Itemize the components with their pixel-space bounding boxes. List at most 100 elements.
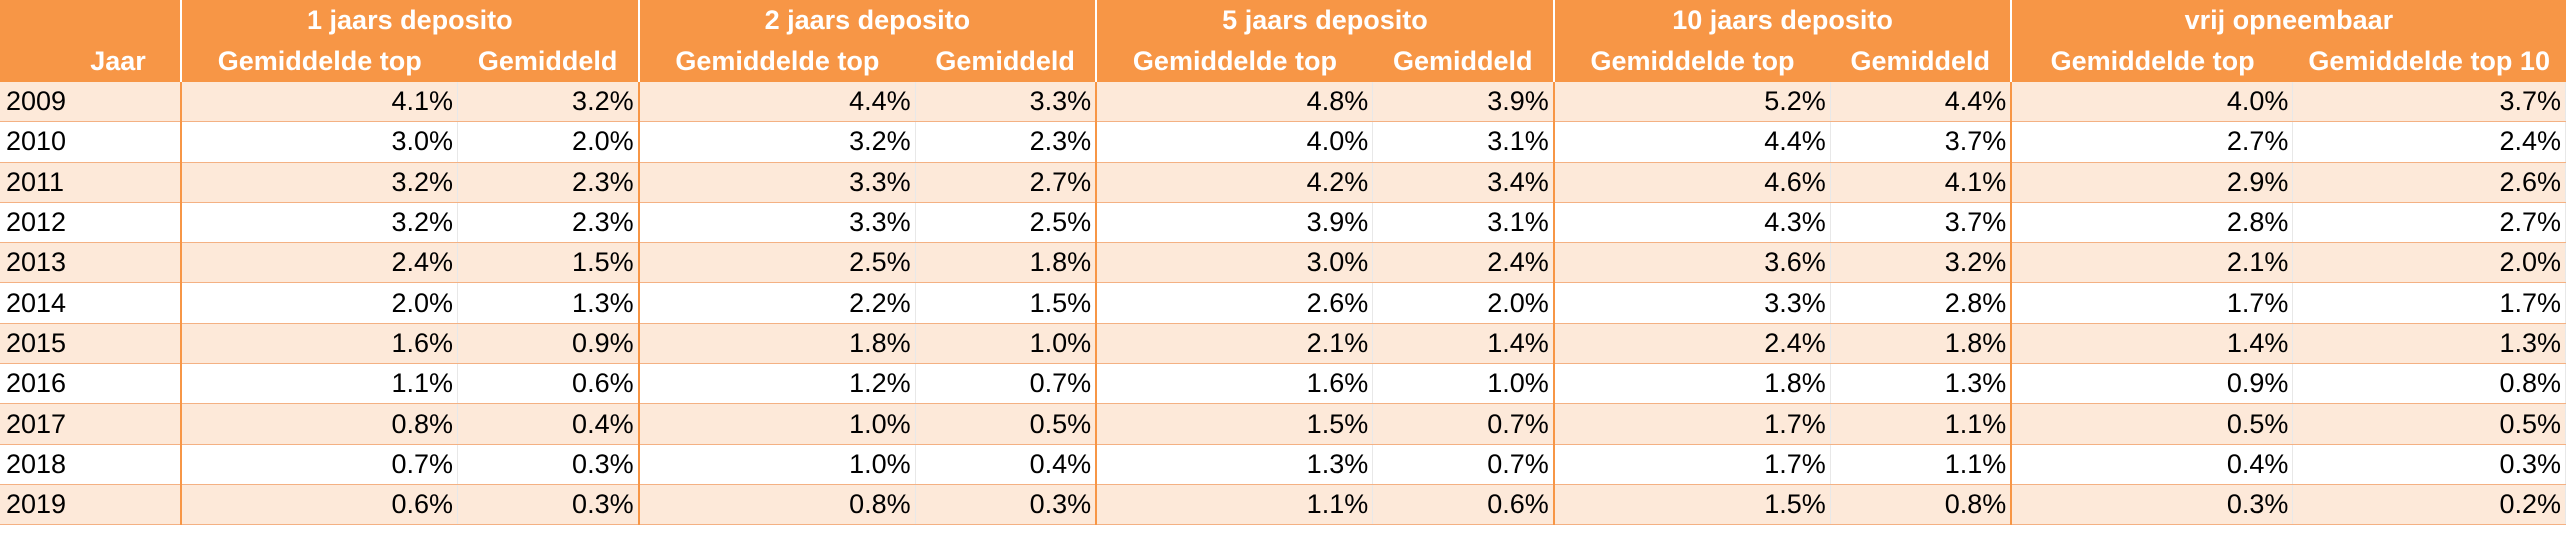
cell-free-top10: 2.0% <box>2292 242 2566 284</box>
cell-2y-avg: 1.0% <box>915 323 1098 365</box>
cell-10y-top: 1.7% <box>1553 403 1831 445</box>
cell-2y-top: 4.4% <box>638 82 916 123</box>
cell-2y-avg: 2.7% <box>915 162 1098 203</box>
table-body: 2009 4.1% 3.2% 4.4% 3.3% 4.8% 3.9% 5.2% 4.4% 4.0%… <box>0 82 2566 526</box>
cell-10y-avg: 3.2% <box>1830 242 2013 284</box>
cell-10y-avg: 2.8% <box>1830 282 2013 324</box>
cell-free-top10: 2.6% <box>2292 162 2566 203</box>
cell-free-top10: 0.2% <box>2292 484 2566 526</box>
cell-5y-top: 2.1% <box>1096 323 1374 365</box>
cell-1y-top: 3.2% <box>181 162 459 203</box>
cell-10y-top: 4.4% <box>1553 121 1831 163</box>
cell-1y-avg: 0.9% <box>457 323 640 365</box>
cell-year: 2009 <box>0 82 183 123</box>
cell-10y-avg: 4.4% <box>1830 82 2013 123</box>
cell-free-top: 0.9% <box>2011 363 2294 405</box>
cell-10y-top: 4.6% <box>1553 162 1831 203</box>
cell-2y-top: 0.8% <box>638 484 916 526</box>
cell-5y-avg: 0.6% <box>1372 484 1555 526</box>
cell-1y-top: 1.1% <box>181 363 459 405</box>
interest-rate-table: Jaar 1 jaars deposito 2 jaars deposito 5… <box>0 0 2566 526</box>
subheader-1y-avg: Gemiddeld <box>457 41 640 82</box>
cell-year: 2012 <box>0 202 183 244</box>
cell-2y-avg: 0.5% <box>915 403 1098 445</box>
cell-2y-top: 1.0% <box>638 403 916 445</box>
cell-5y-top: 4.0% <box>1096 121 1374 163</box>
cell-5y-top: 1.1% <box>1096 484 1374 526</box>
cell-year: 2019 <box>0 484 183 526</box>
cell-year: 2014 <box>0 282 183 324</box>
cell-2y-top: 3.3% <box>638 162 916 203</box>
cell-10y-avg: 3.7% <box>1830 202 2013 244</box>
cell-10y-top: 3.6% <box>1553 242 1831 284</box>
cell-1y-avg: 2.3% <box>457 202 640 244</box>
cell-1y-top: 0.6% <box>181 484 459 526</box>
cell-5y-avg: 0.7% <box>1372 444 1555 485</box>
table-row: 2018 0.7% 0.3% 1.0% 0.4% 1.3% 0.7% 1.7% 1.1% 0.4%… <box>0 444 2566 485</box>
cell-10y-avg: 1.3% <box>1830 363 2013 405</box>
subheader-10y-avg: Gemiddeld <box>1830 41 2013 82</box>
cell-1y-top: 0.7% <box>181 444 459 485</box>
cell-5y-avg: 0.7% <box>1372 403 1555 445</box>
cell-5y-top: 1.6% <box>1096 363 1374 405</box>
cell-1y-top: 1.6% <box>181 323 459 365</box>
cell-1y-avg: 1.3% <box>457 282 640 324</box>
cell-2y-top: 1.2% <box>638 363 916 405</box>
cell-10y-top: 1.5% <box>1553 484 1831 526</box>
cell-1y-avg: 0.3% <box>457 444 640 485</box>
cell-free-top10: 2.7% <box>2292 202 2566 244</box>
subheader-free-top10: Gemiddelde top 10 <box>2292 41 2566 82</box>
cell-10y-avg: 3.7% <box>1830 121 2013 163</box>
cell-free-top10: 0.5% <box>2292 403 2566 445</box>
cell-10y-top: 2.4% <box>1553 323 1831 365</box>
cell-1y-top: 4.1% <box>181 82 459 123</box>
cell-5y-avg: 3.4% <box>1372 162 1555 203</box>
cell-10y-avg: 1.8% <box>1830 323 2013 365</box>
cell-5y-top: 1.3% <box>1096 444 1374 485</box>
cell-10y-top: 3.3% <box>1553 282 1831 324</box>
cell-5y-avg: 2.0% <box>1372 282 1555 324</box>
cell-free-top10: 1.3% <box>2292 323 2566 365</box>
subheader-5y-avg: Gemiddeld <box>1372 41 1555 82</box>
cell-free-top10: 2.4% <box>2292 121 2566 163</box>
cell-2y-top: 2.5% <box>638 242 916 284</box>
cell-2y-avg: 1.8% <box>915 242 1098 284</box>
table-row: 2010 3.0% 2.0% 3.2% 2.3% 4.0% 3.1% 4.4% 3.7% 2.7%… <box>0 121 2566 163</box>
cell-2y-top: 3.3% <box>638 202 916 244</box>
cell-1y-top: 3.0% <box>181 121 459 163</box>
cell-5y-top: 1.5% <box>1096 403 1374 445</box>
cell-2y-avg: 0.7% <box>915 363 1098 405</box>
cell-year: 2010 <box>0 121 183 163</box>
cell-5y-avg: 1.4% <box>1372 323 1555 365</box>
cell-free-top: 2.1% <box>2011 242 2294 284</box>
cell-1y-top: 2.0% <box>181 282 459 324</box>
cell-free-top: 2.7% <box>2011 121 2294 163</box>
cell-1y-top: 0.8% <box>181 403 459 445</box>
subheader-10y-top: Gemiddelde top <box>1553 41 1831 82</box>
cell-year: 2017 <box>0 403 183 445</box>
table-row: 2015 1.6% 0.9% 1.8% 1.0% 2.1% 1.4% 2.4% 1.8% 1.4%… <box>0 323 2566 365</box>
group-header-10y: 10 jaars deposito <box>1553 0 2013 41</box>
table-row: 2011 3.2% 2.3% 3.3% 2.7% 4.2% 3.4% 4.6% 4.1% 2.9%… <box>0 162 2566 203</box>
table-row: 2017 0.8% 0.4% 1.0% 0.5% 1.5% 0.7% 1.7% 1.1% 0.5%… <box>0 403 2566 445</box>
cell-10y-top: 4.3% <box>1553 202 1831 244</box>
cell-1y-avg: 0.3% <box>457 484 640 526</box>
cell-year: 2013 <box>0 242 183 284</box>
cell-free-top: 1.7% <box>2011 282 2294 324</box>
table-row: 2012 3.2% 2.3% 3.3% 2.5% 3.9% 3.1% 4.3% 3.7% 2.8%… <box>0 202 2566 244</box>
cell-free-top10: 0.3% <box>2292 444 2566 485</box>
cell-5y-top: 3.9% <box>1096 202 1374 244</box>
cell-2y-top: 1.8% <box>638 323 916 365</box>
cell-year: 2018 <box>0 444 183 485</box>
cell-2y-avg: 0.4% <box>915 444 1098 485</box>
cell-year: 2016 <box>0 363 183 405</box>
cell-free-top: 0.3% <box>2011 484 2294 526</box>
cell-2y-top: 1.0% <box>638 444 916 485</box>
cell-year: 2015 <box>0 323 183 365</box>
cell-2y-avg: 1.5% <box>915 282 1098 324</box>
cell-free-top: 2.8% <box>2011 202 2294 244</box>
group-header-1y: 1 jaars deposito <box>181 0 640 41</box>
cell-2y-avg: 0.3% <box>915 484 1098 526</box>
cell-5y-top: 4.8% <box>1096 82 1374 123</box>
cell-free-top10: 3.7% <box>2292 82 2566 123</box>
